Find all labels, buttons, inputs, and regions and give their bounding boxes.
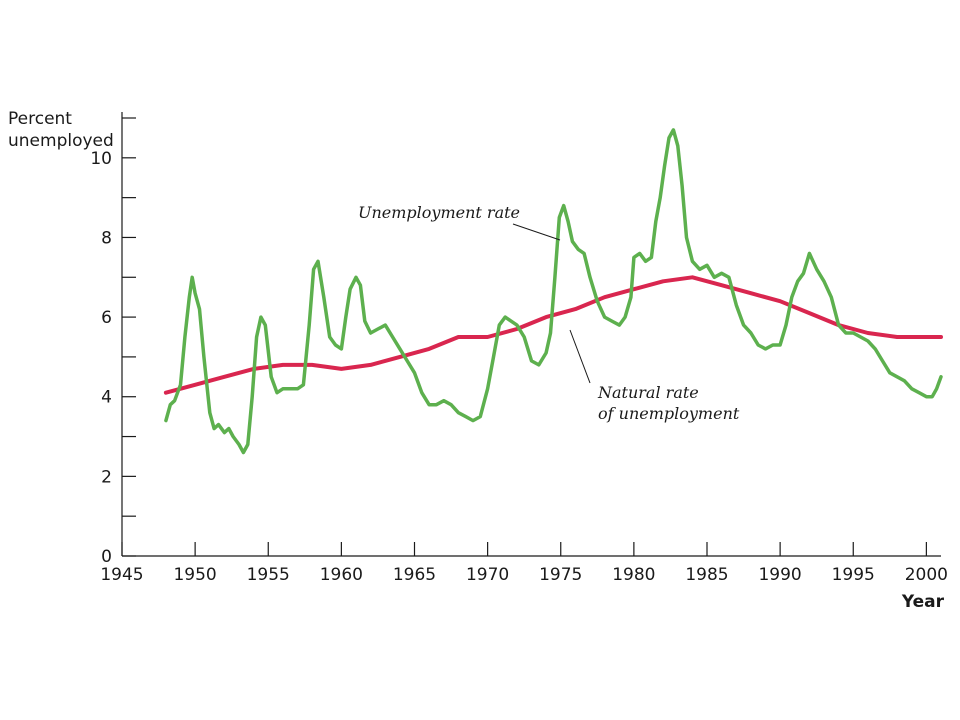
x-tick-label: 1955 bbox=[247, 565, 290, 585]
natural-rate-line bbox=[163, 275, 943, 395]
x-tick-label: 1990 bbox=[758, 565, 801, 585]
y-tick-label: 0 bbox=[101, 547, 112, 567]
y-axis-title-line1: Percent bbox=[8, 109, 72, 129]
unemployment-rate-line bbox=[164, 128, 943, 455]
x-tick-label: 1950 bbox=[173, 565, 216, 585]
natural-rate-label-line2: of unemployment bbox=[598, 404, 740, 423]
y-axis-title-line2: unemployed bbox=[8, 131, 114, 151]
x-tick-label: 1970 bbox=[466, 565, 509, 585]
y-tick-label: 4 bbox=[101, 388, 112, 408]
x-tick-label: 1975 bbox=[539, 565, 582, 585]
x-ticks: 1945 1950 1955 1960 1965 1970 1975 1980 1985 1990… bbox=[100, 542, 948, 585]
x-tick-label: 2000 bbox=[905, 565, 948, 585]
y-tick-label: 2 bbox=[101, 467, 112, 487]
series-layer bbox=[163, 128, 943, 455]
x-tick-label: 1960 bbox=[320, 565, 363, 585]
natural-rate-label-line1: Natural rate bbox=[597, 383, 699, 402]
unemployment-rate-label: Unemployment rate bbox=[358, 203, 520, 222]
x-tick-label: 1965 bbox=[393, 565, 436, 585]
x-tick-label: 1945 bbox=[100, 565, 143, 585]
x-tick-label: 1985 bbox=[685, 565, 728, 585]
x-axis-title: Year bbox=[901, 592, 945, 612]
y-tick-label: 8 bbox=[101, 228, 112, 248]
x-tick-label: 1980 bbox=[612, 565, 655, 585]
y-ticks: 0 2 4 6 8 10 bbox=[90, 117, 136, 567]
natural-rate-leader bbox=[569, 329, 591, 384]
y-tick-label: 6 bbox=[101, 308, 112, 328]
unemployment-rate-leader bbox=[512, 223, 561, 241]
y-tick-label: 10 bbox=[90, 149, 112, 169]
x-tick-label: 1995 bbox=[832, 565, 875, 585]
